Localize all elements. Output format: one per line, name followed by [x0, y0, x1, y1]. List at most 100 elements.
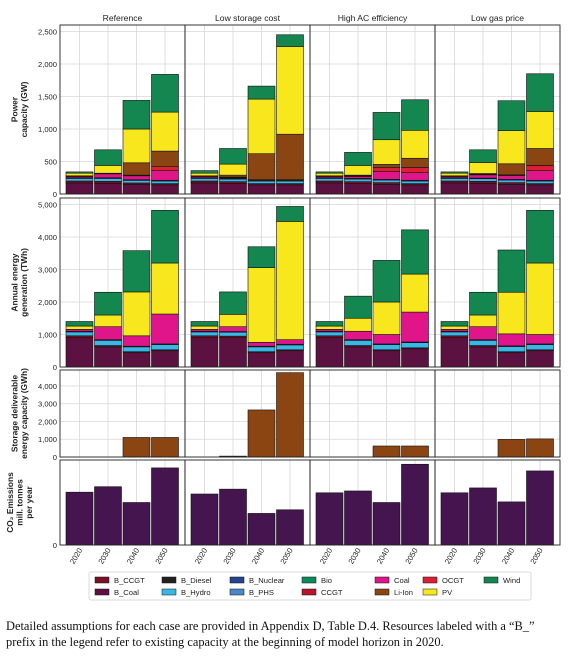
bar-segment-b-hydro-2040: [247, 180, 276, 184]
bar-segment-total-2030: [469, 487, 497, 546]
bar-segment-li-ion-2040: [122, 162, 151, 176]
bar-segment-b-hydro-2050: [276, 344, 304, 351]
panel-frame: [434, 459, 561, 546]
x-tick-label-2050: 2050: [278, 547, 294, 566]
bar-segment-b-hydro-2050: [151, 344, 179, 351]
y-tick-label: 3,000: [38, 265, 57, 274]
bar-segment-b-hydro-2040: [497, 179, 526, 183]
y-tick-label: 0: [53, 541, 57, 550]
bar-segment-b-coal-2030: [94, 346, 122, 368]
bar-segment-li-ion-2050: [151, 150, 179, 168]
bar-segment-pv-2030: [94, 314, 122, 327]
bar-segment-b-coal-2050: [276, 184, 304, 195]
row-4: CO₂ Emissionsmill. tonnesper year 0: [5, 459, 561, 550]
legend-item-pv: PV: [422, 588, 453, 597]
bar-segment-coal-2050: [401, 311, 429, 343]
bar-segment-b-hydro-2030: [344, 178, 372, 182]
y-tick-label: 5,000: [38, 200, 57, 209]
bar-segment-pv-2030: [469, 314, 497, 327]
bar-segment-coal-2050: [151, 170, 179, 181]
panel-low-storage-cost-row-1: [184, 24, 311, 195]
legend-swatch-b-phs: [229, 588, 245, 596]
panel-frame: [309, 369, 436, 458]
bar-segment-b-coal-2050: [151, 350, 179, 368]
legend-label-ccgt: CCGT: [321, 588, 343, 597]
y-tick-label: 2,000: [38, 298, 57, 307]
bar-segment-li-ion-2040: [247, 153, 276, 180]
panel-title-low-storage-cost: Low storage cost: [215, 13, 281, 23]
bar-segment-wind-2040: [247, 246, 276, 268]
bar-segment-b-coal-2040: [247, 184, 276, 195]
bar-segment-pv-2020: [440, 172, 469, 177]
y-axis-label-line: mill. tonnes: [14, 479, 24, 526]
panel-low-gas-price-row-2: [434, 197, 561, 368]
bar-segment-b-hydro-2040: [497, 346, 526, 353]
bar-segment-coal-2030: [94, 326, 122, 341]
y-tick-label: 2,000: [38, 417, 57, 426]
legend-box: [88, 571, 532, 601]
bar-segment-b-coal-2030: [219, 182, 247, 195]
bar-segment-b-coal-2040: [497, 352, 526, 368]
panel-low-gas-price-row-4: [434, 459, 561, 546]
legend-label-b-phs: B_PHS: [249, 588, 274, 597]
legend-label-ocgt: OCGT: [442, 576, 464, 585]
legend-item-bio: Bio: [301, 576, 332, 585]
bar-segment-pv-2020: [315, 325, 344, 330]
x-tick-label-2040: 2040: [500, 547, 516, 566]
panel-low-storage-cost-row-4: [184, 459, 311, 546]
x-tick-label-2030: 2030: [471, 547, 487, 566]
bar-segment-b-coal-2050: [526, 184, 554, 195]
bar-segment-b-coal-2030: [469, 182, 497, 195]
y-axis-label-line: capacity (GW): [19, 81, 29, 137]
y-tick-label: 0: [53, 453, 57, 462]
panel-frame: [434, 24, 561, 195]
legend-item-b-diesel: B_Diesel: [161, 576, 212, 585]
bar-segment-coal-2030: [469, 326, 497, 341]
bar-segment-b-hydro-2050: [276, 180, 304, 184]
bar-segment-b-coal-2050: [401, 348, 429, 368]
bar-segment-b-coal-2050: [401, 184, 429, 195]
bar-segment-li-ion-2050: [526, 438, 554, 458]
x-tick-label-2050: 2050: [528, 547, 544, 566]
bar-segment-coal-2040: [372, 334, 401, 345]
bar-segment-wind-2030: [344, 295, 372, 319]
panel-title-reference: Reference: [103, 13, 143, 23]
bar-segment-pv-2030: [94, 165, 122, 174]
y-tick-label: 3,000: [38, 400, 57, 409]
x-tick-label-2040: 2040: [250, 547, 266, 566]
panel-high-ac-efficiency-row-2: [309, 197, 436, 368]
panel-reference-row-3: [59, 369, 186, 458]
bar-segment-b-coal-2050: [151, 184, 179, 195]
legend-label-b-diesel: B_Diesel: [181, 576, 212, 585]
bar-segment-wind-2050: [151, 74, 179, 113]
bar-segment-total-2050: [276, 509, 304, 546]
x-tick-label-2050: 2050: [153, 547, 169, 566]
bar-segment-ocgt-2040: [372, 167, 401, 172]
legend-item-b-coal: B_Coal: [94, 588, 139, 597]
bar-segment-wind-2040: [122, 100, 151, 130]
x-tick-label-2020: 2020: [193, 547, 209, 566]
bar-segment-b-coal-2020: [65, 337, 94, 368]
bar-segment-total-2030: [344, 490, 372, 546]
x-tick-label-2020: 2020: [318, 547, 334, 566]
panel-low-storage-cost-row-3: [184, 369, 311, 458]
bar-segment-wind-2050: [401, 229, 429, 275]
legend-item-b-phs: B_PHS: [229, 588, 274, 597]
bar-segment-pv-2050: [151, 111, 179, 152]
bar-segment-coal-2030: [219, 326, 247, 332]
legend-item-b-ccgt: B_CCGT: [94, 576, 145, 585]
bar-segment-b-coal-2040: [372, 350, 401, 368]
y-tick-label: 2,000: [38, 60, 57, 69]
bar-segment-b-hydro-2030: [469, 178, 497, 182]
bar-segment-coal-2040: [122, 335, 151, 347]
bar-segment-b-hydro-2030: [94, 178, 122, 182]
bar-segment-ocgt-2050: [151, 166, 179, 171]
x-tick-label-2030: 2030: [346, 547, 362, 566]
legend-label-b-ccgt: B_CCGT: [114, 576, 145, 585]
bar-segment-total-2020: [440, 492, 469, 546]
bar-segment-pv-2050: [151, 262, 179, 315]
legend-swatch-wind: [483, 576, 499, 584]
bar-segment-wind-2050: [526, 210, 554, 264]
bar-segment-li-ion-2050: [401, 157, 429, 168]
bar-segment-coal-2030: [344, 330, 372, 340]
